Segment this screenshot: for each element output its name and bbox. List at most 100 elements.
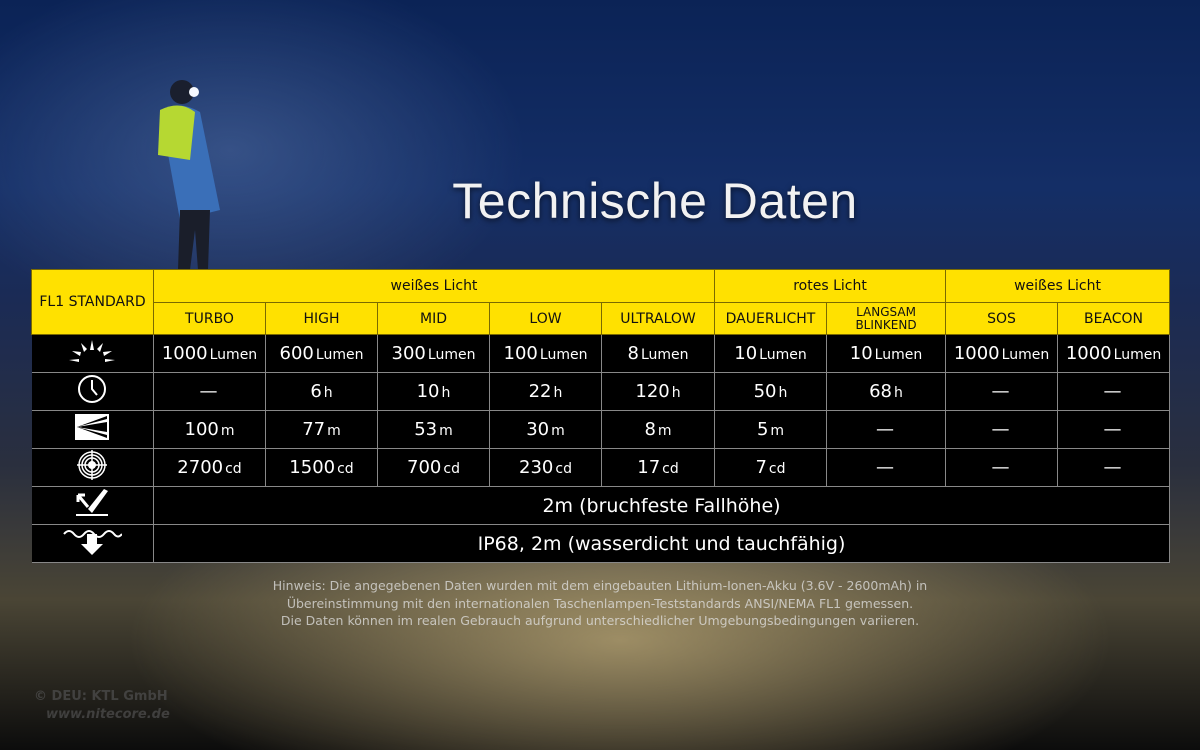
spec-value: 1000 (161, 343, 208, 364)
spec-row: —6 h 10 h 22 h 120 h 50 h 68 h — — (31, 372, 1171, 411)
spec-cell: 230 cd (489, 448, 602, 487)
spec-cell: 77 m (265, 410, 378, 449)
spec-cell: 17 cd (601, 448, 715, 487)
spec-value: 17 (637, 457, 661, 478)
spec-cell: 2700 cd (153, 448, 266, 487)
spec-unit: m (220, 423, 235, 439)
spec-cell: 50 h (714, 372, 827, 411)
mode-header-ultralow: ULTRALOW (601, 302, 715, 335)
spec-cell: 1500 cd (265, 448, 378, 487)
spec-cell: 68 h (825, 372, 947, 411)
spec-cell: 10 Lumen (825, 334, 947, 373)
spec-unit: Lumen (1001, 347, 1050, 363)
spec-value: — (876, 457, 894, 478)
spec-cell: 120 h (601, 372, 715, 411)
mode-header-low: LOW (489, 302, 602, 335)
disclaimer-note: Hinweis: Die angegebenen Daten wurden mi… (0, 577, 1200, 630)
impact-value: 2m (bruchfeste Fallhöhe) (152, 486, 1171, 525)
spec-value: — (1103, 419, 1122, 440)
spec-unit: Lumen (759, 347, 807, 363)
spec-value: 8 (644, 419, 656, 440)
spec-unit: h (553, 385, 563, 401)
spec-value: 30 (526, 419, 550, 440)
runtime-clock-icon (31, 372, 154, 411)
spec-cell: 1000 Lumen (153, 334, 266, 373)
spec-row: 1000 Lumen 600 Lumen 300 Lumen 100 Lumen 8 Lumen 1… (31, 334, 1171, 373)
spec-unit: m (439, 423, 453, 439)
spec-cell: 53 m (377, 410, 490, 449)
spec-value: 1000 (953, 343, 1000, 364)
spec-value: 50 (753, 381, 777, 402)
spec-value: 53 (414, 419, 438, 440)
spec-value: 100 (503, 343, 538, 364)
note-line: Die Daten können im realen Gebrauch aufg… (280, 613, 920, 628)
group-header-2: weißes Licht (945, 269, 1171, 303)
spec-table: FL1 STANDARD weißes Licht rotes Licht weiß… (31, 269, 1171, 563)
note-line: Hinweis: Die angegebenen Daten wurden mi… (272, 578, 928, 593)
spec-row: 2700 cd 1500 cd 700 cd 230 cd 17 cd 7 cd — — — (31, 448, 1171, 487)
spec-value: 120 (635, 381, 670, 402)
note-line: Übereinstimmung mit den internationalen … (286, 595, 914, 611)
spec-unit: m (657, 423, 672, 439)
spec-unit: h (778, 385, 788, 401)
spec-unit: cd (662, 461, 679, 477)
spec-cell: — (945, 372, 1059, 411)
spec-value: 7 (755, 457, 767, 478)
spec-value: 1500 (289, 457, 336, 478)
beam-distance-icon (31, 410, 154, 449)
spec-cell: — (153, 372, 266, 411)
spec-value: — (991, 381, 1010, 402)
water-row: IP68, 2m (wasserdicht und tauchfähig) (31, 524, 1171, 563)
spec-cell: 300 Lumen (377, 334, 490, 373)
spec-cell: 10 Lumen (714, 334, 827, 373)
spec-value: 10 (416, 381, 440, 402)
spec-unit: Lumen (874, 347, 923, 363)
watermark-copyright: © DEU: KTL GmbH (34, 689, 168, 704)
spec-cell: 1000 Lumen (945, 334, 1059, 373)
mode-header-dauerlicht: DAUERLICHT (714, 302, 827, 335)
peak-intensity-target-icon (31, 448, 154, 487)
spec-unit: cd (337, 461, 354, 477)
impact-row: 2m (bruchfeste Fallhöhe) (31, 486, 1171, 525)
spec-cell: 10 h (377, 372, 490, 411)
mode-header-turbo: TURBO (153, 302, 266, 335)
spec-cell: 100 Lumen (489, 334, 602, 373)
spec-unit: Lumen (209, 347, 258, 363)
spec-unit: h (323, 385, 333, 401)
spec-cell: 30 m (489, 410, 602, 449)
spec-unit: m (770, 423, 785, 439)
spec-value: 68 (869, 381, 893, 402)
spec-value: 230 (519, 457, 554, 478)
spec-cell: — (1057, 448, 1171, 487)
mode-header-beacon: BEACON (1057, 302, 1171, 335)
page-title: Technische Daten (452, 173, 858, 229)
spec-value: 22 (528, 381, 552, 402)
spec-unit: Lumen (539, 347, 588, 363)
spec-unit: Lumen (1113, 347, 1162, 363)
mode-header-sos: SOS (945, 302, 1059, 335)
spec-value: 6 (310, 381, 322, 402)
hiker-with-headlamp-image (158, 80, 220, 270)
spec-cell: 22 h (489, 372, 602, 411)
spec-cell: 100 m (153, 410, 266, 449)
spec-value: 10 (734, 343, 758, 364)
spec-value: 700 (407, 457, 442, 478)
spec-row: 100 m 77 m 53 m 30 m 8 m 5 m — — — (31, 410, 1171, 449)
spec-unit: m (551, 423, 565, 439)
spec-cell: 8 Lumen (601, 334, 715, 373)
spec-unit: cd (443, 461, 460, 477)
spec-value: — (199, 381, 218, 402)
spec-value: — (991, 419, 1010, 440)
spec-value: 77 (302, 419, 326, 440)
spec-cell: — (825, 448, 947, 487)
group-header-0: weißes Licht (153, 269, 715, 303)
impact-resistance-icon (31, 486, 154, 525)
mode-header-mid: MID (377, 302, 490, 335)
spec-cell: — (1057, 410, 1171, 449)
spec-unit: Lumen (427, 347, 476, 363)
spec-unit: cd (768, 461, 786, 477)
spec-value: — (1103, 457, 1122, 478)
